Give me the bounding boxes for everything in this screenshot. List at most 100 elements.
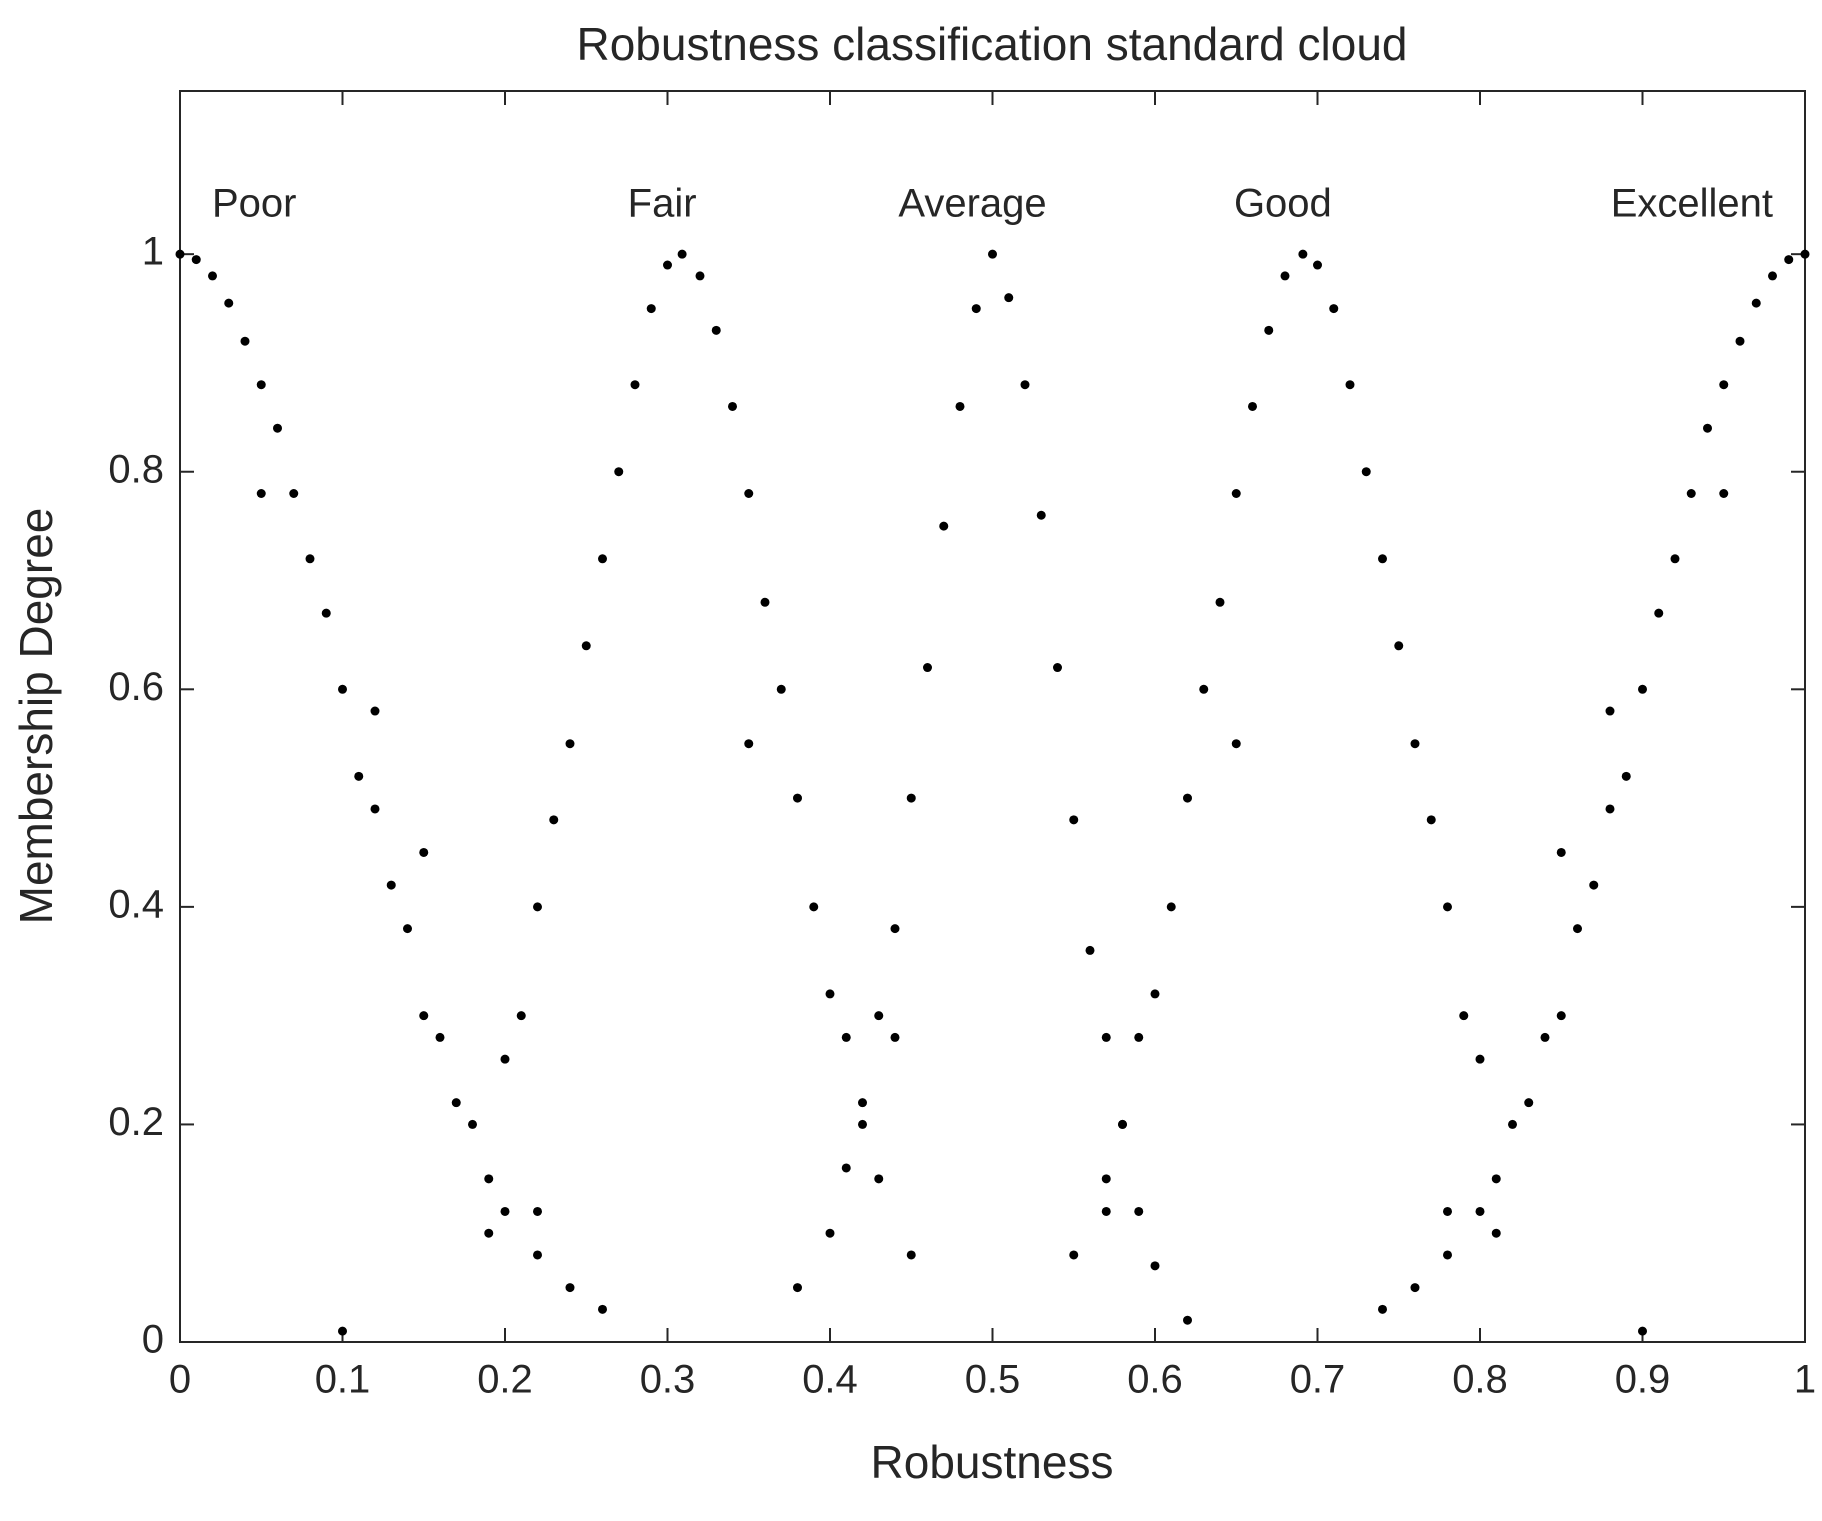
- data-point: [208, 271, 217, 281]
- data-point: [435, 1032, 445, 1042]
- data-point: [1556, 847, 1566, 857]
- data-point: [1654, 608, 1664, 618]
- data-point: [841, 1032, 851, 1042]
- data-point: [1199, 684, 1209, 694]
- data-point: [565, 739, 575, 749]
- data-point: [224, 298, 234, 308]
- data-point: [1605, 804, 1615, 814]
- data-point: [533, 902, 542, 912]
- data-point: [305, 554, 315, 564]
- data-point: [1101, 1174, 1111, 1184]
- data-point: [1378, 1304, 1387, 1314]
- data-point: [1589, 880, 1599, 890]
- data-point: [533, 1250, 542, 1260]
- data-point: [273, 423, 282, 433]
- data-point: [565, 1283, 575, 1293]
- data-point: [825, 989, 835, 999]
- data-point: [386, 880, 396, 890]
- data-point: [1491, 1174, 1501, 1184]
- data-point: [484, 1174, 494, 1184]
- x-tick-label: 0.8: [1452, 1358, 1508, 1402]
- data-point: [1231, 739, 1241, 749]
- data-point: [289, 488, 299, 498]
- data-point: [1101, 1032, 1111, 1042]
- data-point: [1686, 488, 1696, 498]
- data-point: [1231, 488, 1241, 498]
- data-point: [1036, 510, 1046, 520]
- data-point: [1183, 793, 1192, 803]
- data-point: [1298, 249, 1308, 259]
- x-tick-label: 0.5: [965, 1358, 1021, 1402]
- data-point: [1508, 1119, 1517, 1129]
- data-point: [1540, 1032, 1550, 1042]
- data-point: [598, 554, 607, 564]
- data-point: [1475, 1054, 1485, 1064]
- data-point: [955, 401, 965, 411]
- data-point: [354, 771, 364, 781]
- x-tick-label: 0.4: [802, 1358, 858, 1402]
- data-point: [858, 1098, 867, 1108]
- data-point: [1491, 1228, 1501, 1238]
- y-tick-label: 0.6: [108, 665, 164, 709]
- data-point: [1248, 401, 1257, 411]
- data-point: [809, 902, 819, 912]
- data-point: [175, 249, 185, 259]
- x-tick-label: 0.9: [1615, 1358, 1671, 1402]
- data-point: [1410, 739, 1420, 749]
- x-tick-label: 1: [1794, 1358, 1816, 1402]
- data-point: [1264, 325, 1274, 335]
- data-point: [841, 1163, 851, 1173]
- data-point: [1735, 336, 1745, 346]
- data-point: [500, 1054, 510, 1064]
- x-tick-label: 0: [169, 1358, 191, 1402]
- data-point: [516, 1011, 526, 1021]
- data-point: [191, 255, 201, 265]
- data-point: [1280, 271, 1290, 281]
- data-point: [1410, 1283, 1420, 1293]
- data-point: [500, 1206, 510, 1216]
- y-tick-label: 0.4: [108, 882, 164, 926]
- data-point: [1183, 1315, 1192, 1325]
- data-point: [677, 249, 687, 259]
- data-point: [1378, 554, 1387, 564]
- data-point: [1150, 989, 1160, 999]
- data-point: [1638, 684, 1647, 694]
- data-point: [1719, 488, 1729, 498]
- chart-title: Robustness classification standard cloud: [576, 18, 1407, 70]
- data-point: [370, 706, 380, 716]
- data-point: [744, 488, 754, 498]
- data-point: [923, 663, 932, 673]
- data-point: [1361, 467, 1371, 477]
- x-tick-label: 0.7: [1290, 1358, 1346, 1402]
- data-point: [484, 1228, 494, 1238]
- data-point: [793, 1283, 802, 1293]
- data-point: [1573, 924, 1582, 934]
- data-point: [370, 804, 380, 814]
- data-point: [1394, 641, 1404, 651]
- data-point: [338, 1326, 347, 1336]
- data-point: [614, 467, 624, 477]
- data-point: [1475, 1206, 1485, 1216]
- cloud-label: Fair: [628, 182, 697, 226]
- data-point: [256, 380, 266, 390]
- data-point: [939, 521, 949, 531]
- data-point: [874, 1011, 884, 1021]
- y-tick-label: 1: [142, 230, 164, 274]
- data-point: [581, 641, 591, 651]
- data-point: [663, 260, 672, 270]
- data-point: [1459, 1011, 1469, 1021]
- data-point: [468, 1119, 477, 1129]
- data-point: [1443, 1250, 1452, 1260]
- data-point: [858, 1119, 867, 1129]
- data-point: [240, 336, 250, 346]
- data-point: [1069, 815, 1079, 825]
- cloud-label: Excellent: [1611, 182, 1773, 226]
- cloud-label: Poor: [212, 182, 297, 226]
- x-tick-label: 0.2: [477, 1358, 533, 1402]
- data-point: [1751, 298, 1761, 308]
- x-tick-label: 0.3: [640, 1358, 696, 1402]
- data-point: [1443, 1206, 1452, 1216]
- data-point: [1069, 1250, 1079, 1260]
- y-tick-label: 0: [142, 1318, 164, 1362]
- cloud-label: Good: [1234, 182, 1332, 226]
